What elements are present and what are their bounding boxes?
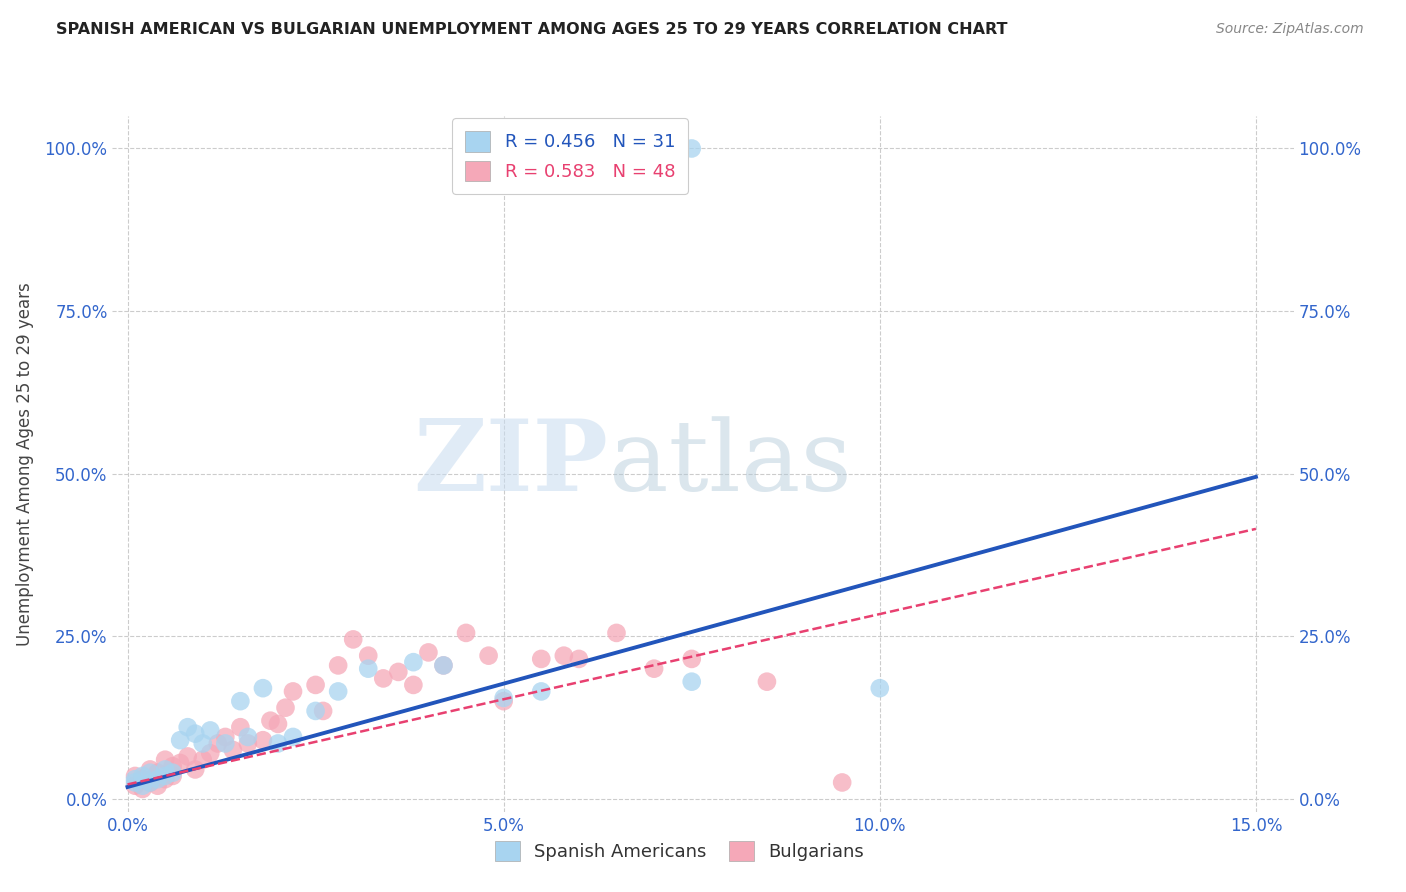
Point — [454, 626, 477, 640]
Point — [530, 652, 553, 666]
Point — [492, 690, 515, 705]
Point — [229, 720, 252, 734]
Point — [229, 694, 252, 708]
Point — [236, 730, 259, 744]
Point — [402, 678, 425, 692]
Point — [328, 658, 350, 673]
Point — [530, 684, 553, 698]
Point — [214, 730, 236, 744]
Point — [131, 779, 153, 793]
Point — [153, 769, 176, 783]
Point — [124, 775, 146, 789]
Point — [177, 749, 200, 764]
Point — [387, 665, 409, 679]
Text: Source: ZipAtlas.com: Source: ZipAtlas.com — [1216, 22, 1364, 37]
Point — [124, 769, 146, 783]
Point — [681, 674, 703, 689]
Point — [304, 704, 326, 718]
Point — [214, 736, 236, 750]
Point — [131, 781, 153, 796]
Point — [153, 763, 176, 777]
Point — [222, 743, 245, 757]
Point — [131, 769, 153, 783]
Point — [153, 753, 176, 767]
Point — [162, 765, 184, 780]
Point — [146, 765, 169, 780]
Point — [184, 763, 207, 777]
Point — [342, 632, 364, 647]
Point — [131, 772, 153, 787]
Point — [681, 652, 703, 666]
Point — [281, 684, 304, 698]
Point — [478, 648, 501, 663]
Point — [418, 645, 440, 659]
Point — [191, 753, 214, 767]
Point — [568, 652, 591, 666]
Point — [139, 775, 162, 789]
Point — [252, 681, 274, 695]
Text: SPANISH AMERICAN VS BULGARIAN UNEMPLOYMENT AMONG AGES 25 TO 29 YEARS CORRELATION: SPANISH AMERICAN VS BULGARIAN UNEMPLOYME… — [56, 22, 1008, 37]
Point — [169, 756, 191, 770]
Point — [252, 733, 274, 747]
Point — [139, 765, 162, 780]
Point — [124, 779, 146, 793]
Legend: Spanish Americans, Bulgarians: Spanish Americans, Bulgarians — [484, 830, 875, 872]
Point — [169, 733, 191, 747]
Point — [162, 769, 184, 783]
Point — [274, 700, 297, 714]
Point — [312, 704, 335, 718]
Point — [432, 658, 454, 673]
Point — [177, 720, 200, 734]
Point — [357, 662, 380, 676]
Point — [259, 714, 281, 728]
Point — [139, 763, 162, 777]
Point — [432, 658, 454, 673]
Point — [191, 736, 214, 750]
Point — [869, 681, 891, 695]
Point — [146, 772, 169, 787]
Point — [831, 775, 853, 789]
Point — [162, 759, 184, 773]
Point — [267, 717, 290, 731]
Point — [146, 779, 169, 793]
Point — [139, 775, 162, 789]
Point — [373, 672, 395, 686]
Point — [755, 674, 778, 689]
Point — [207, 736, 229, 750]
Point — [200, 723, 222, 738]
Y-axis label: Unemployment Among Ages 25 to 29 years: Unemployment Among Ages 25 to 29 years — [15, 282, 34, 646]
Point — [402, 655, 425, 669]
Point — [681, 141, 703, 155]
Point — [236, 736, 259, 750]
Point — [643, 662, 665, 676]
Point — [153, 772, 176, 787]
Point — [124, 772, 146, 787]
Point — [492, 694, 515, 708]
Point — [328, 684, 350, 698]
Point — [605, 626, 627, 640]
Point — [184, 727, 207, 741]
Point — [357, 648, 380, 663]
Point — [200, 746, 222, 760]
Text: ZIP: ZIP — [413, 416, 609, 512]
Point — [553, 648, 575, 663]
Point — [304, 678, 326, 692]
Point — [267, 736, 290, 750]
Point — [281, 730, 304, 744]
Text: atlas: atlas — [609, 416, 851, 512]
